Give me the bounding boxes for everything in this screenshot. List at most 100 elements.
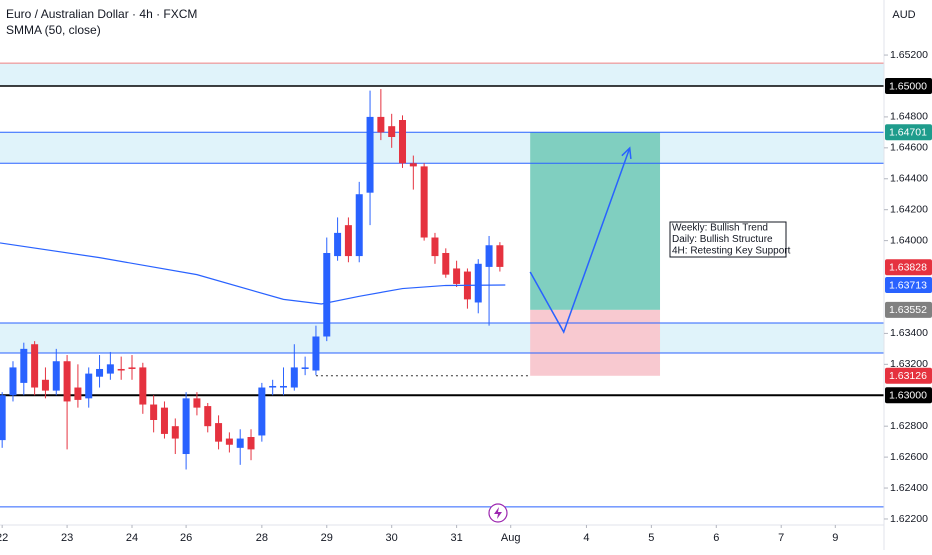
candle-body xyxy=(117,368,125,371)
candle-body xyxy=(182,398,190,455)
zone xyxy=(0,132,884,164)
y-tick-label: 1.62400 xyxy=(890,482,928,494)
candle-body xyxy=(9,367,17,396)
y-tick-label: 1.62600 xyxy=(890,451,928,463)
note-text: Daily: Bullish Structure xyxy=(672,234,773,245)
candle-body xyxy=(215,423,223,442)
profit-zone xyxy=(530,132,661,310)
y-tick-label: 1.63400 xyxy=(890,327,928,339)
candle-body xyxy=(485,245,493,267)
candle-body xyxy=(160,407,168,434)
candle-body xyxy=(301,367,309,369)
event-icon xyxy=(488,503,508,523)
x-tick-label: 7 xyxy=(778,532,784,544)
zone xyxy=(0,323,884,354)
candle-body xyxy=(431,237,439,257)
candle-body xyxy=(193,398,201,408)
price-label: 1.63126 xyxy=(889,370,927,382)
projection-arrow xyxy=(529,147,631,334)
candle-body xyxy=(377,116,385,133)
candle-body xyxy=(409,163,417,167)
x-tick-label: 5 xyxy=(648,532,654,544)
candle-body xyxy=(52,361,60,391)
price-label-box xyxy=(885,387,932,404)
price-label-box xyxy=(885,259,932,276)
candle-body xyxy=(128,367,136,369)
price-label: 1.63000 xyxy=(889,390,927,402)
zone xyxy=(0,63,884,86)
x-tick-label: 26 xyxy=(180,532,192,544)
candle-body xyxy=(290,367,298,388)
candle-body xyxy=(106,364,114,374)
candle-body xyxy=(399,120,407,164)
candle-body xyxy=(150,404,158,420)
candle-body xyxy=(388,126,396,138)
candle-body xyxy=(312,336,320,371)
candle-body xyxy=(96,368,104,377)
y-tick-label: 1.64400 xyxy=(890,173,928,185)
y-tick-label: 1.64000 xyxy=(890,234,928,246)
candle-body xyxy=(31,344,39,388)
candle-body xyxy=(366,116,374,193)
price-label-box xyxy=(885,124,932,141)
candle-body xyxy=(20,348,28,383)
price-axis: 1.65200 1.64800 1.64600 1.64400 1.64200 1.640… xyxy=(0,49,932,544)
x-tick-label: 31 xyxy=(450,532,462,544)
chart-title: Euro / Australian Dollar · 4h · FXCM xyxy=(6,7,197,21)
candle-body xyxy=(323,252,331,337)
loss-zone xyxy=(530,309,661,376)
candle-body xyxy=(204,406,212,427)
price-label: 1.63552 xyxy=(889,304,927,316)
x-tick-label: 9 xyxy=(832,532,838,544)
candle-body xyxy=(0,395,6,441)
price-label-box xyxy=(885,77,932,94)
x-tick-label: 23 xyxy=(61,532,73,544)
price-label: 1.63713 xyxy=(889,279,927,291)
price-label-box xyxy=(885,301,932,318)
price-label-box xyxy=(885,277,932,293)
x-tick-label: 30 xyxy=(386,532,398,544)
note-box xyxy=(669,221,787,258)
candle-body xyxy=(236,438,244,448)
candle-body xyxy=(269,385,277,388)
candle-body xyxy=(279,385,287,388)
x-tick-label: 4 xyxy=(583,532,589,544)
candle-body xyxy=(139,367,147,405)
candle-body xyxy=(420,166,428,238)
candle-body xyxy=(247,437,255,450)
note-text: Weekly: Bullish Trend xyxy=(672,223,768,234)
x-tick-label: 22 xyxy=(0,532,8,544)
indicator-line xyxy=(0,242,506,305)
x-tick-label: 24 xyxy=(126,532,138,544)
x-tick-label: 28 xyxy=(256,532,268,544)
x-tick-label: 29 xyxy=(321,532,333,544)
y-tick-label: 1.64200 xyxy=(890,203,928,215)
y-tick-label: 1.62200 xyxy=(890,513,928,525)
candle-body xyxy=(74,387,82,400)
indicator-label: SMMA (50, close) xyxy=(6,23,101,37)
projection-arrowhead xyxy=(621,146,632,160)
x-tick-label: 6 xyxy=(713,532,719,544)
candle-body xyxy=(355,194,363,257)
candle-body xyxy=(225,438,233,445)
candle-body xyxy=(171,426,179,439)
price-label: 1.64701 xyxy=(889,126,927,138)
y-tick-label: 1.64600 xyxy=(890,142,928,154)
price-label: 1.65000 xyxy=(889,80,927,92)
candle-body xyxy=(85,373,93,399)
y-tick-label: 1.63200 xyxy=(890,358,928,370)
candle-body xyxy=(453,268,461,284)
candle-body xyxy=(41,379,49,391)
candle-body xyxy=(442,252,450,275)
candle-body xyxy=(496,245,504,267)
note-text: 4H: Retesting Key Support xyxy=(672,246,791,257)
candle-body xyxy=(344,225,352,257)
currency-label: AUD xyxy=(892,9,915,21)
price-label: 1.63828 xyxy=(889,261,927,273)
candle-body xyxy=(258,387,266,436)
y-tick-label: 1.64800 xyxy=(890,111,928,123)
candle-body xyxy=(474,263,482,303)
